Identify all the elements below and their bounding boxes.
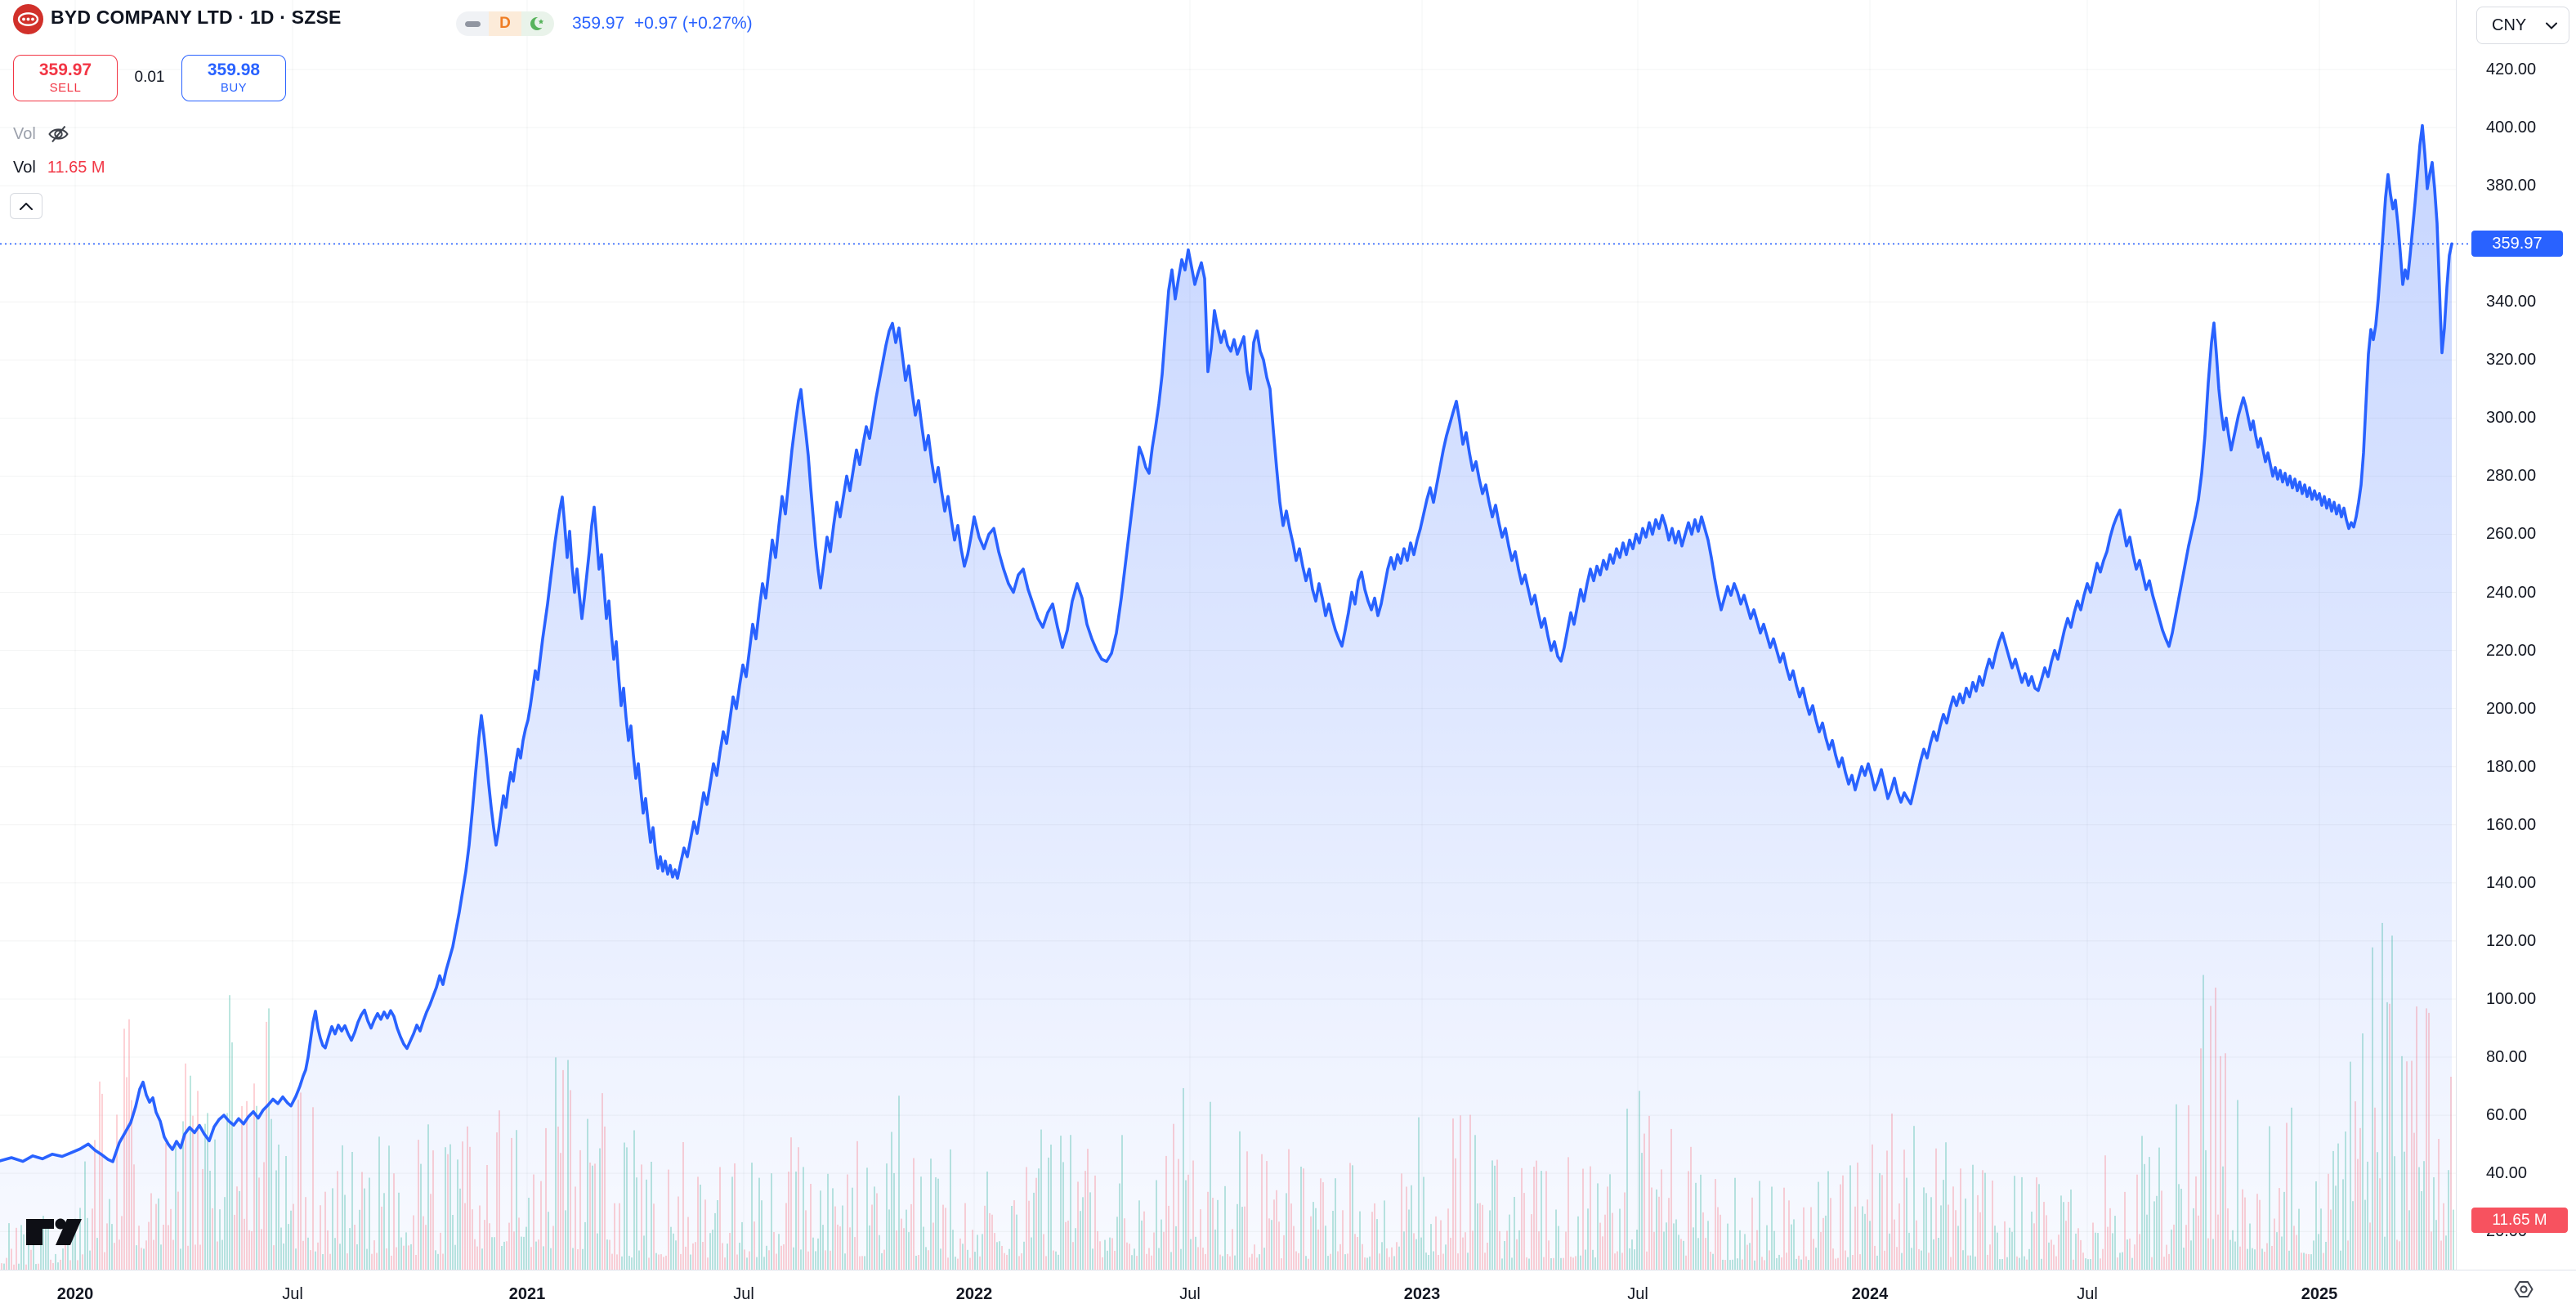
volume-badge: 11.65 M bbox=[2471, 1208, 2568, 1233]
price-tick-label: 380.00 bbox=[2486, 177, 2537, 195]
byd-symbol-logo bbox=[13, 4, 43, 34]
price-tick-label: 240.00 bbox=[2486, 583, 2537, 602]
price-axis-divider bbox=[2456, 0, 2457, 1270]
chart-status-pill[interactable]: D bbox=[456, 11, 554, 36]
time-tick-label: Jul bbox=[1179, 1285, 1201, 1303]
price-tick-label: 120.00 bbox=[2486, 931, 2537, 950]
volume-indicator-row: Vol 11.65 M bbox=[13, 157, 105, 178]
collapse-panel-button[interactable] bbox=[10, 193, 42, 219]
price-tick-label: 320.00 bbox=[2486, 351, 2537, 370]
price-tick-label: 220.00 bbox=[2486, 641, 2537, 660]
price-tick-label: 40.00 bbox=[2486, 1164, 2528, 1183]
time-tick-label: Jul bbox=[2077, 1285, 2098, 1303]
axis-settings-gear-icon[interactable] bbox=[2511, 1278, 2537, 1304]
buy-label: BUY bbox=[220, 81, 248, 95]
price-tick-label: 260.00 bbox=[2486, 525, 2537, 544]
spread-value: 0.01 bbox=[134, 69, 165, 86]
volume-indicator-value: 11.65 M bbox=[47, 158, 105, 177]
time-tick-label: 2022 bbox=[955, 1285, 993, 1303]
price-tick-label: 160.00 bbox=[2486, 815, 2537, 834]
time-tick-label: Jul bbox=[733, 1285, 754, 1303]
hidden-indicator-row: Vol bbox=[13, 123, 70, 145]
price-tick-label: 340.00 bbox=[2486, 293, 2537, 311]
tradingview-logo[interactable] bbox=[25, 1216, 83, 1248]
buy-price: 359.98 bbox=[207, 60, 261, 79]
timeframe-flag: D bbox=[489, 11, 521, 36]
price-tick-label: 200.00 bbox=[2486, 699, 2537, 718]
currency-selector[interactable]: CNY bbox=[2476, 7, 2569, 44]
time-tick-label: 2024 bbox=[1851, 1285, 1889, 1303]
price-tick-label: 420.00 bbox=[2486, 60, 2537, 78]
symbol-title[interactable]: BYD COMPANY LTD · 1D · SZSE bbox=[51, 7, 342, 28]
time-tick-label: 2021 bbox=[508, 1285, 546, 1303]
currency-value: CNY bbox=[2492, 16, 2527, 34]
price-tick-label: 140.00 bbox=[2486, 873, 2537, 892]
buy-button[interactable]: 359.98 BUY bbox=[181, 55, 286, 101]
last-price-change: 359.97 +0.97 (+0.27%) bbox=[572, 14, 753, 33]
price-tick-label: 80.00 bbox=[2486, 1048, 2528, 1067]
sell-button[interactable]: 359.97 SELL bbox=[13, 55, 118, 101]
sell-label: SELL bbox=[49, 81, 82, 95]
time-tick-label: Jul bbox=[282, 1285, 303, 1303]
time-tick-label: 2023 bbox=[1403, 1285, 1441, 1303]
price-tick-label: 180.00 bbox=[2486, 757, 2537, 776]
eye-hidden-icon[interactable] bbox=[47, 124, 70, 144]
market-closed-icon bbox=[521, 11, 554, 36]
last-price-badge: 359.97 bbox=[2471, 231, 2563, 258]
volume-indicator-label: Vol bbox=[13, 158, 36, 177]
sell-price: 359.97 bbox=[38, 60, 92, 79]
time-tick-label: 2025 bbox=[2301, 1285, 2338, 1303]
price-tick-label: 60.00 bbox=[2486, 1106, 2528, 1125]
bar-change-icon bbox=[456, 11, 489, 36]
price-tick-label: 100.00 bbox=[2486, 989, 2537, 1008]
hidden-indicator-label: Vol bbox=[13, 124, 36, 143]
time-tick-label: Jul bbox=[1627, 1285, 1648, 1303]
price-tick-label: 400.00 bbox=[2486, 119, 2537, 137]
price-tick-label: 280.00 bbox=[2486, 467, 2537, 486]
chevron-down-icon bbox=[2546, 22, 2557, 29]
price-tick-label: 300.00 bbox=[2486, 409, 2537, 428]
time-tick-label: 2020 bbox=[56, 1285, 94, 1303]
